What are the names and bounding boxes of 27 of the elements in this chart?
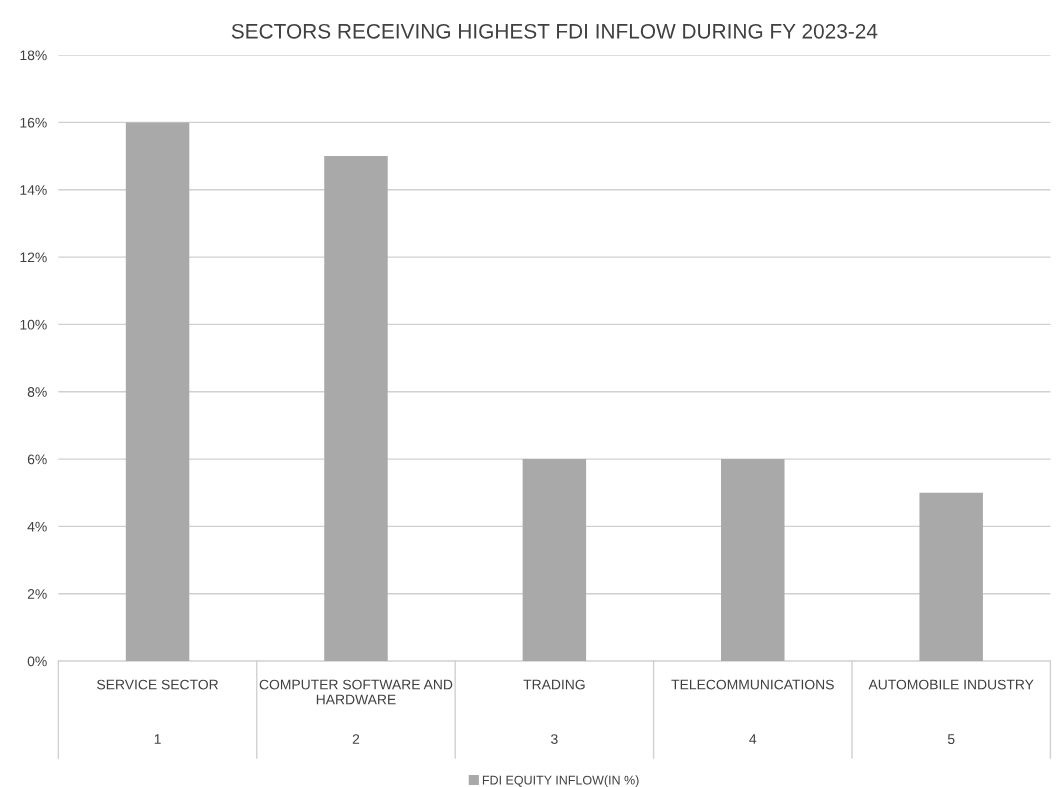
y-tick-label: 10% (20, 319, 47, 330)
text: 1 (154, 734, 161, 744)
y-tick-label: 8% (27, 387, 47, 397)
x-tick-label: TRADING (523, 679, 585, 690)
y-tick-label: 14% (20, 185, 47, 195)
text: 5 (947, 734, 955, 744)
legend-label: FDI EQUITY INFLOW(IN %) (482, 775, 639, 787)
y-tick-label: 2% (27, 589, 47, 599)
bar (721, 459, 785, 662)
bar (125, 122, 190, 662)
x-tick-label: COMPUTER SOFTWARE AND HARDWARE (259, 679, 453, 705)
y-tick-label: 12% (20, 252, 47, 263)
text: 2 (352, 734, 360, 744)
y-tick-label: 16% (20, 117, 47, 128)
text: 3 (551, 734, 558, 744)
bar (324, 156, 388, 662)
text: 4 (749, 734, 757, 744)
bar (919, 492, 983, 662)
x-tick-label: TELECOMMUNICATIONS (671, 679, 834, 690)
y-tick-label: 6% (27, 454, 47, 465)
y-tick-label: 18% (20, 50, 47, 61)
x-tick-label: AUTOMOBILE INDUSTRY (868, 679, 1034, 690)
y-tick-label: 4% (27, 521, 47, 532)
x-tick-label: SERVICE SECTOR (97, 679, 219, 690)
bar (522, 459, 587, 662)
y-tick-label: 0% (27, 656, 47, 667)
chart-title: SECTORS RECEIVING HIGHEST FDI INFLOW DURING FY 2023-24 (231, 23, 878, 39)
